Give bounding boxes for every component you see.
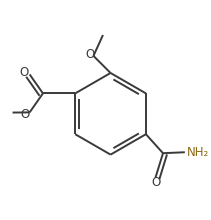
- Text: O: O: [85, 48, 94, 61]
- Text: O: O: [20, 108, 30, 121]
- Text: O: O: [20, 66, 29, 79]
- Text: O: O: [151, 176, 160, 189]
- Text: NH₂: NH₂: [187, 146, 209, 159]
